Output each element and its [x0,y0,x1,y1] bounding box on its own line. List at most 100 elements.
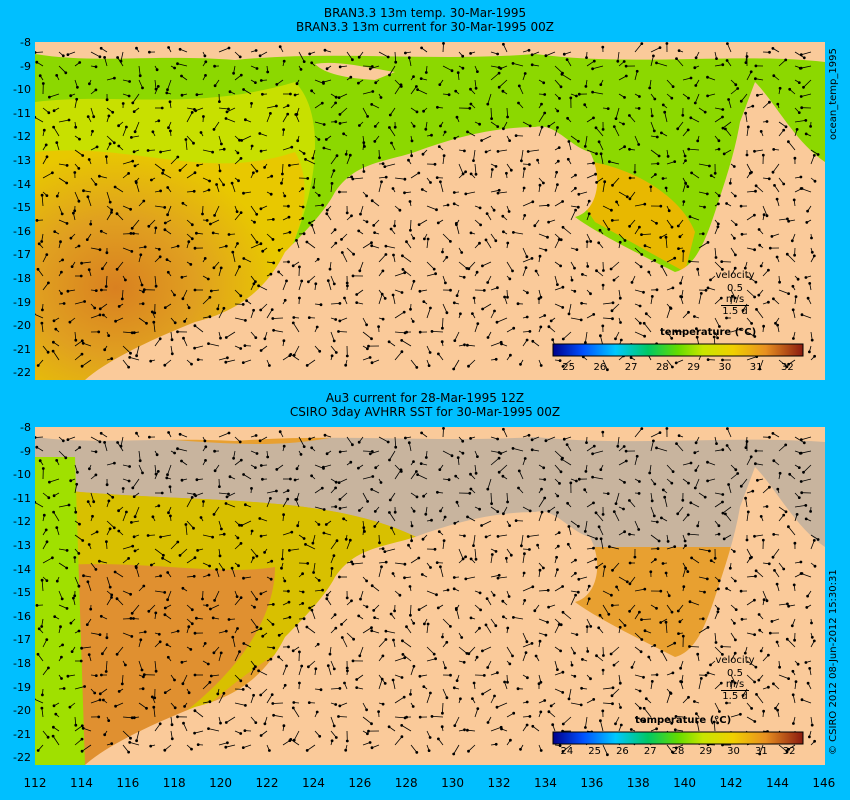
current-arrow-head [709,663,712,667]
current-arrow-head [236,151,240,155]
current-arrow-head [266,70,270,74]
current-arrow-head [497,573,501,577]
current-arrow-head [598,613,602,617]
current-arrow-head [112,526,116,530]
current-arrow-head [469,472,472,476]
current-arrow-head [69,236,73,240]
current-arrow-head [684,566,687,570]
current-arrow-head [194,231,198,235]
current-arrow-head [592,161,595,165]
current-arrow [266,105,277,109]
current-arrow-head [294,498,298,501]
current-arrow-head [721,448,725,452]
current-arrow-head [236,242,239,245]
current-arrow-head [253,220,256,224]
current-arrow-head [243,344,247,348]
current-arrow [121,674,124,684]
current-arrow [58,604,68,609]
current-arrow [746,660,757,668]
current-arrow-head [130,716,134,720]
current-arrow-head [312,571,316,574]
current-arrow-head [547,124,551,128]
current-arrow [90,314,101,319]
current-arrow-head [159,574,162,578]
current-arrow-head [546,620,549,624]
current-arrow-head [455,500,459,504]
current-arrow-head [271,217,275,221]
current-arrow [442,43,444,53]
current-arrow-head [776,323,779,327]
current-arrow [49,478,60,483]
current-arrow-head [40,625,44,628]
current-arrow [74,738,83,746]
current-arrow [722,121,732,129]
current-arrow-head [725,444,729,447]
current-arrow-head [452,752,456,756]
lat-tick-label: -8 [20,36,31,49]
top-title-line1: BRAN3.3 13m temp. 30-Mar-1995 [323,6,527,20]
current-arrow-head [415,750,419,754]
current-arrow-head [540,102,543,106]
current-arrow-head [258,439,262,443]
current-arrow-head [168,100,172,104]
current-arrow [481,135,492,141]
lat-tick-label: -13 [13,154,31,167]
current-arrow-head [208,607,212,611]
current-arrow-head [132,495,136,498]
current-arrow-head [522,167,526,171]
current-arrow-head [619,706,622,709]
current-arrow [490,107,492,119]
current-arrow-head [762,213,766,217]
current-arrow-head [770,619,774,623]
current-arrow-head [791,308,795,312]
current-arrow-head [370,746,374,750]
current-arrow-head [422,494,426,498]
current-arrow-head [208,680,212,684]
current-arrow-head [733,266,737,270]
current-arrow [665,237,668,249]
current-arrow [595,512,604,522]
current-arrow [487,478,492,490]
current-arrow [592,450,604,455]
current-arrow [754,149,764,152]
current-arrow-head [584,341,587,344]
current-arrow [74,534,83,541]
current-arrow-head [628,114,631,117]
current-arrow-head [813,354,816,358]
current-arrow-head [79,659,83,663]
current-arrow-head [283,194,287,198]
current-arrow-head [306,665,310,669]
current-arrow-head [597,140,601,144]
current-arrow [305,544,316,550]
current-arrow-head [437,145,441,148]
current-arrow [234,702,246,706]
current-arrow-head [771,170,775,174]
current-arrow-head [677,49,681,53]
current-arrow-head [80,364,84,368]
current-arrow-head [105,636,109,640]
current-arrow [538,511,543,522]
current-arrow-head [543,111,547,115]
current-arrow-head [98,559,101,563]
current-arrow-head [170,723,174,727]
current-arrow-head [190,496,194,499]
current-arrow-head [439,124,442,128]
current-arrow-head [804,517,808,521]
current-arrow [602,205,612,211]
current-arrow-head [753,720,757,723]
current-arrow-head [41,308,44,312]
current-arrow-head [717,194,721,198]
current-arrow-head [528,124,532,128]
current-arrow-head [758,752,762,756]
current-arrow [473,534,476,546]
current-arrow-head [511,654,514,658]
current-arrow-head [184,138,188,141]
current-arrow [241,135,252,141]
current-arrow [186,112,193,123]
current-arrow-head [386,440,390,444]
current-arrow [656,62,668,67]
current-arrow [305,159,316,165]
current-arrow [730,289,736,299]
current-arrow-head [371,90,375,93]
current-arrow-head [45,194,49,198]
